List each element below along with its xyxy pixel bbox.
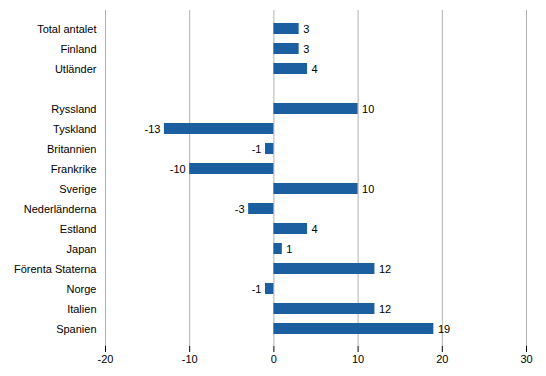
svg-text:Total antalet: Total antalet bbox=[37, 23, 96, 35]
svg-text:Nederländerna: Nederländerna bbox=[24, 203, 98, 215]
svg-text:Frankrike: Frankrike bbox=[51, 163, 97, 175]
svg-text:Tyskland: Tyskland bbox=[53, 123, 96, 135]
svg-text:Förenta Staterna: Förenta Staterna bbox=[14, 263, 97, 275]
svg-text:3: 3 bbox=[303, 23, 309, 35]
svg-text:30: 30 bbox=[520, 353, 532, 365]
svg-text:-13: -13 bbox=[145, 123, 161, 135]
svg-text:Japan: Japan bbox=[67, 243, 97, 255]
svg-text:-20: -20 bbox=[98, 353, 114, 365]
svg-text:20: 20 bbox=[436, 353, 448, 365]
svg-text:10: 10 bbox=[352, 353, 364, 365]
svg-text:12: 12 bbox=[379, 263, 391, 275]
svg-text:10: 10 bbox=[362, 103, 374, 115]
svg-text:4: 4 bbox=[312, 223, 318, 235]
svg-text:Norge: Norge bbox=[67, 283, 97, 295]
svg-text:Sverige: Sverige bbox=[59, 183, 96, 195]
svg-text:-10: -10 bbox=[182, 353, 198, 365]
svg-text:1: 1 bbox=[286, 243, 292, 255]
svg-text:19: 19 bbox=[438, 323, 450, 335]
svg-text:Italien: Italien bbox=[67, 303, 96, 315]
svg-text:-1: -1 bbox=[252, 143, 262, 155]
svg-text:Spanien: Spanien bbox=[56, 323, 96, 335]
svg-text:Estland: Estland bbox=[60, 223, 97, 235]
svg-text:Finland: Finland bbox=[60, 43, 96, 55]
svg-text:3: 3 bbox=[303, 43, 309, 55]
svg-text:Utländer: Utländer bbox=[55, 63, 97, 75]
svg-text:Ryssland: Ryssland bbox=[51, 103, 96, 115]
svg-text:Britannien: Britannien bbox=[47, 143, 97, 155]
svg-text:-10: -10 bbox=[170, 163, 186, 175]
svg-text:10: 10 bbox=[362, 183, 374, 195]
svg-text:0: 0 bbox=[271, 353, 277, 365]
svg-text:-3: -3 bbox=[235, 203, 245, 215]
svg-text:4: 4 bbox=[312, 63, 318, 75]
svg-text:-1: -1 bbox=[252, 283, 262, 295]
svg-text:12: 12 bbox=[379, 303, 391, 315]
